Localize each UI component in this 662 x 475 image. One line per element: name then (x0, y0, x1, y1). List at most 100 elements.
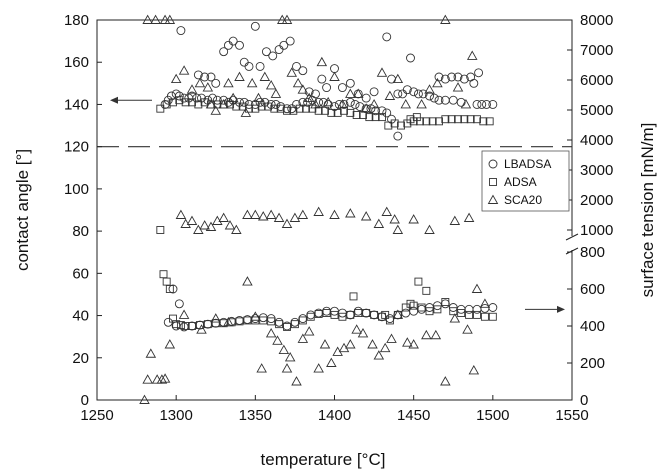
contact-angle-point (473, 115, 481, 124)
surface-tension-point (401, 308, 411, 318)
y-left-tick-label: 120 (64, 139, 89, 156)
x-axis-label: temperature [°C] (261, 450, 386, 469)
contact-angle-point (409, 87, 419, 97)
surface-tension-point (425, 307, 434, 316)
contact-angle-point (304, 87, 314, 97)
surface-tension-point (298, 316, 307, 325)
surface-tension-point (306, 312, 315, 321)
y-right-tick-label: 0 (580, 392, 588, 409)
legend-marker-sca20 (487, 194, 499, 204)
y-right-tick-label: 6000 (580, 72, 613, 89)
contact-angle-point (416, 99, 427, 109)
surface-tension-point (242, 209, 253, 219)
contact-angle-point (330, 64, 339, 74)
contact-angle-point (150, 14, 161, 24)
contact-angle-point (314, 106, 323, 115)
contact-angle-point (310, 99, 321, 109)
surface-tension-point (186, 215, 198, 225)
surface-tension-point (440, 376, 451, 386)
contact-angle-point (239, 97, 249, 107)
surface-tension-point (362, 309, 371, 317)
contact-angle-point (345, 88, 356, 98)
contact-angle-point (447, 72, 457, 82)
contact-angle-point (454, 115, 462, 124)
y-right-tick-label: 2000 (580, 192, 613, 209)
contact-angle-point (176, 26, 186, 36)
contact-angle-point (244, 99, 254, 109)
surface-tension-point (414, 277, 423, 286)
surface-tension-point (457, 309, 466, 317)
surface-tension-point (433, 305, 442, 314)
surface-tension-point (250, 209, 261, 219)
contact-angle-point (270, 104, 279, 113)
contact-angle-point (376, 67, 388, 77)
contact-angle-point (479, 117, 488, 126)
surface-tension-point (421, 329, 432, 340)
surface-tension-point (479, 298, 491, 308)
surface-tension-point (488, 312, 497, 321)
contact-angle-point (345, 97, 355, 107)
contact-angle-point (355, 102, 365, 112)
contact-angle-point (193, 70, 203, 80)
contact-angle-point (440, 14, 451, 24)
contact-angle-point (482, 99, 491, 109)
surface-tension-point (174, 299, 184, 309)
contact-angle-point (311, 89, 320, 99)
surface-tension-point (345, 310, 355, 320)
contact-angle-point (250, 21, 260, 31)
surface-tension-point (199, 220, 210, 230)
surface-tension-point (145, 348, 157, 358)
surface-tension-point (142, 374, 153, 384)
contact-angle-point (402, 85, 412, 95)
surface-tension-point (275, 320, 284, 329)
y-right-tick-label: 600 (580, 281, 605, 298)
surface-tension-point (196, 324, 207, 334)
surface-tension-point (408, 214, 419, 224)
contact-angle-point (447, 115, 456, 124)
contact-angle-point (346, 108, 355, 117)
data-marks-layer (139, 14, 498, 404)
contact-angle-point (253, 92, 264, 103)
surface-tension-point (203, 320, 212, 329)
contact-angle-point (234, 71, 245, 81)
contact-angle-point (169, 98, 177, 107)
contact-angle-point (238, 102, 247, 111)
contact-angle-point (329, 71, 340, 81)
surface-tension-point (211, 319, 220, 328)
surface-tension-point (205, 221, 217, 231)
surface-tension-point (354, 309, 363, 317)
legend: LBADSA ADSA SCA20 (481, 150, 570, 212)
surface-tension-point (235, 317, 244, 326)
surface-tension-point (223, 316, 234, 327)
contact-angle-point (352, 88, 364, 98)
contact-angle-point (179, 93, 189, 103)
surface-tension-point (353, 306, 363, 316)
contact-angle-point (265, 80, 277, 90)
surface-tension-point (449, 313, 461, 323)
contact-angle-point (232, 102, 241, 111)
contact-angle-point (406, 115, 415, 124)
y-right-tick-label: 8000 (580, 12, 613, 29)
surface-tension-point (385, 316, 394, 325)
contact-angle-point (382, 32, 392, 42)
surface-tension-point (361, 308, 371, 318)
surface-tension-point (139, 394, 150, 404)
x-tick-label: 1450 (397, 407, 430, 424)
surface-tension-point (314, 310, 323, 318)
surface-tension-point (326, 357, 337, 367)
axis-break-mark (565, 233, 579, 241)
surface-tension-point (250, 314, 260, 324)
contact-angle-point (453, 72, 463, 82)
y-right-tick-label: 200 (580, 355, 605, 372)
y-right-tick-label: 3000 (580, 162, 613, 179)
surface-tension-point (329, 209, 340, 219)
legend-label-sca20: SCA20 (504, 193, 542, 207)
surface-tension-point (402, 337, 413, 347)
right-axis-break (565, 233, 579, 255)
surface-tension-point (266, 314, 276, 324)
contact-angle-point (246, 77, 258, 88)
contact-angle-point (289, 106, 298, 115)
contact-angle-point (429, 93, 439, 103)
right-axis-arrow-head (557, 305, 565, 313)
surface-tension-point (231, 224, 242, 234)
